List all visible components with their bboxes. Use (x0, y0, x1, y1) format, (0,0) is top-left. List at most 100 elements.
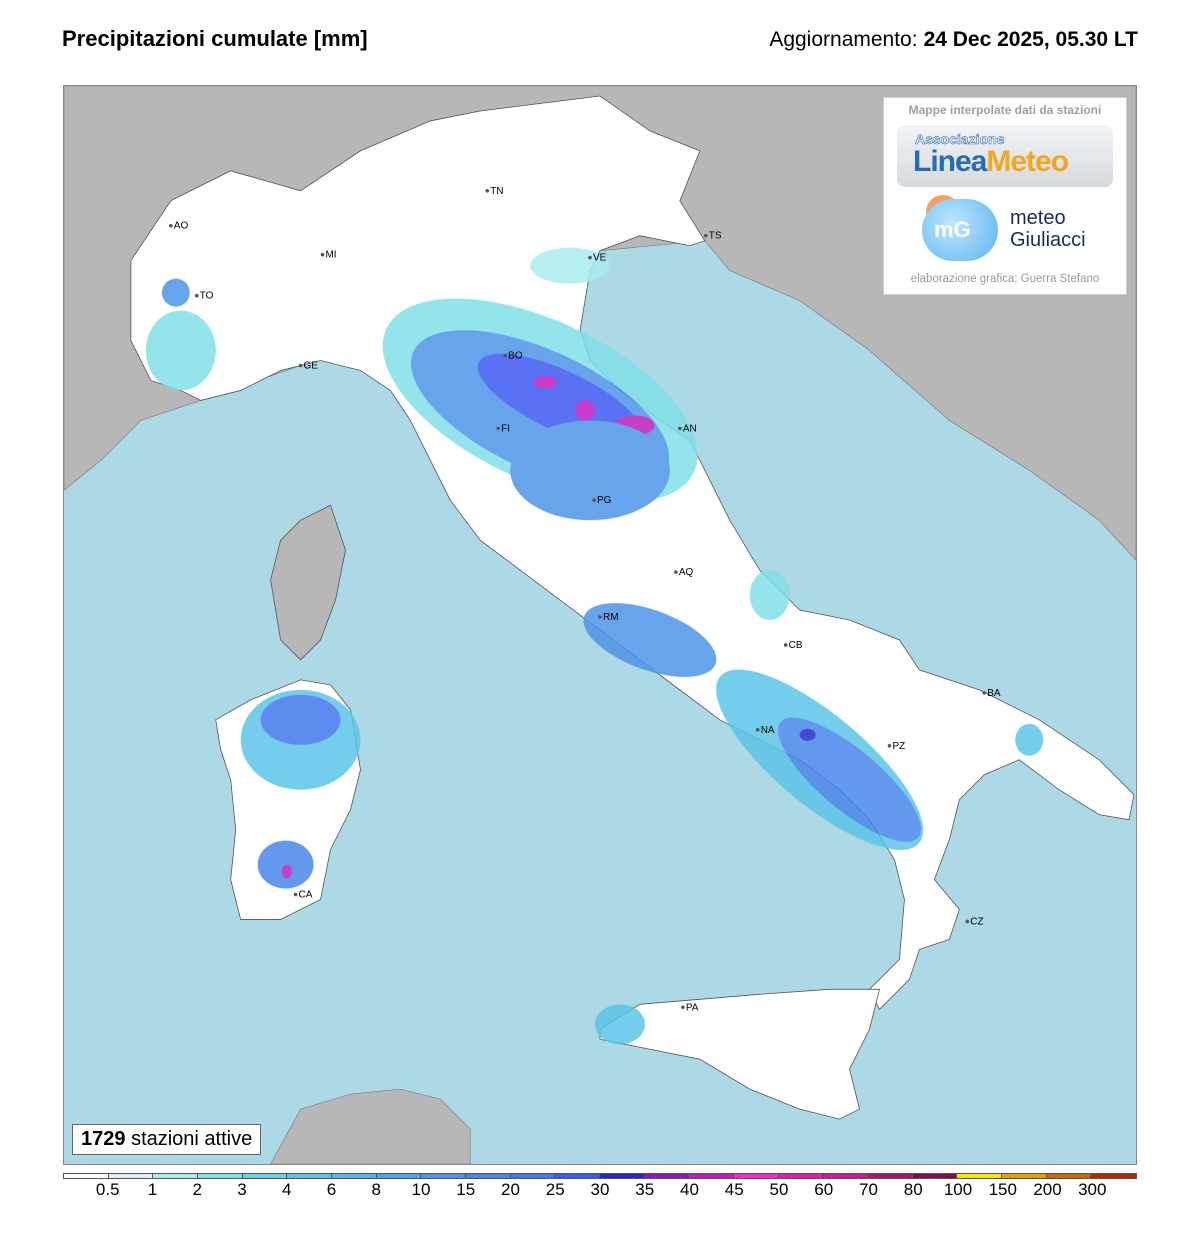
scale-label: 2 (192, 1180, 202, 1199)
update-value: 24 Dec 2025, 05.30 LT (923, 28, 1138, 51)
color-scale-labels: 0.5 1 2 3 4 6 8 10 15 20 25 30 35 40 45 50 60 70 80 100 150 2… (0, 1180, 1200, 1202)
color-segment (1046, 1174, 1092, 1178)
meteo-giuliacci-logo: mG meteo Giuliacci (884, 193, 1126, 273)
logo-heading: Mappe interpolate dati da stazioni (908, 103, 1102, 117)
city-label: TN (490, 186, 503, 197)
color-segment (644, 1174, 690, 1178)
scale-label: 50 (769, 1180, 789, 1199)
linea-meteo-top: Associazione (915, 131, 1005, 148)
city-marker (681, 1005, 685, 1010)
city-label: NA (761, 725, 775, 736)
city-marker (678, 426, 682, 431)
color-segment (510, 1174, 556, 1178)
scale-label: 80 (903, 1180, 923, 1199)
credit: elaborazione grafica: Guerra Stefano (910, 273, 1100, 285)
city-label: CA (299, 889, 313, 900)
color-segment (153, 1174, 199, 1178)
city-marker (169, 223, 173, 228)
color-segment (108, 1174, 154, 1178)
scale-label: 70 (859, 1180, 878, 1199)
color-segment (823, 1174, 869, 1178)
color-segment (1091, 1174, 1137, 1178)
scale-label: 8 (371, 1180, 381, 1199)
color-segment (734, 1174, 779, 1178)
scale-label: 35 (635, 1180, 655, 1199)
city-marker (194, 293, 199, 298)
corsica (270, 504, 346, 661)
update-time: Aggiornamento: 24 Dec 2025, 05.30 LT (769, 28, 1138, 52)
city-marker (965, 919, 970, 924)
mg-mark: mG (934, 217, 971, 242)
scale-label: 3 (237, 1180, 247, 1199)
city-label: TO (200, 291, 214, 302)
city-label: AO (174, 221, 189, 232)
scale-label: 150 (988, 1180, 1017, 1199)
city-label: PG (597, 495, 612, 506)
city-marker (293, 892, 298, 897)
city-marker (783, 643, 788, 647)
stations-count: 1729 (81, 1128, 126, 1150)
map-title: Precipitazioni cumulate [mm] (62, 26, 368, 51)
scale-label: 0.5 (95, 1180, 120, 1199)
color-segment (198, 1174, 243, 1178)
scale-label: 6 (326, 1180, 337, 1199)
city-label: AQ (679, 567, 694, 578)
city-label: PA (686, 1002, 699, 1013)
scale-label: 10 (411, 1180, 431, 1199)
scale-label: 25 (545, 1180, 565, 1199)
city-label: PZ (892, 741, 905, 752)
scale-label: 300 (1078, 1180, 1107, 1199)
foreign-land-africa (270, 1088, 471, 1164)
scale-label: 4 (282, 1180, 292, 1199)
city-marker (704, 233, 708, 238)
scale-label: 15 (456, 1180, 476, 1199)
scale-label: 20 (501, 1180, 520, 1199)
scale-label: 1 (147, 1180, 158, 1199)
city-label: TS (709, 231, 722, 242)
city-label: AN (683, 423, 697, 434)
city-marker (982, 691, 987, 695)
color-scale-bar (63, 1173, 1137, 1179)
color-segment (466, 1174, 511, 1178)
city-label: FI (501, 423, 510, 434)
city-marker (674, 570, 678, 574)
city-marker (496, 426, 500, 431)
city-marker (298, 363, 303, 368)
color-segment (332, 1174, 377, 1178)
scale-label: 100 (943, 1180, 973, 1199)
color-segment (64, 1174, 109, 1178)
city-label: VE (593, 253, 607, 264)
city-label: GE (304, 360, 319, 371)
linea-meteo-logo: Associazione LineaMeteo (897, 125, 1113, 187)
scale-label: 40 (680, 1180, 699, 1199)
scale-label: 45 (724, 1180, 744, 1199)
color-segment (555, 1174, 601, 1178)
color-segment (778, 1174, 824, 1178)
logo-box: Mappe interpolate dati da stazioni Assoc… (883, 97, 1127, 295)
stations-label: stazioni attive (131, 1128, 253, 1150)
city-label: RM (603, 612, 619, 623)
stations-count-box: 1729 stazioni attive (72, 1124, 262, 1155)
color-segment (957, 1174, 1003, 1178)
city-label: BO (508, 350, 523, 361)
sicily (599, 988, 880, 1120)
color-segment (421, 1174, 467, 1178)
color-segment (600, 1174, 645, 1178)
color-segment (868, 1174, 913, 1178)
city-marker (755, 728, 760, 732)
city-labels: AO TN TS MI VE TO GE BO AN FI PG AQ RM CB BA NA PZ CZ PA CA (169, 186, 1001, 1013)
city-label: CB (789, 640, 803, 651)
city-marker (588, 255, 592, 260)
color-segment (287, 1174, 333, 1178)
update-label: Aggiornamento: (769, 28, 918, 51)
color-segment (912, 1174, 958, 1178)
mg-line1: meteo (1010, 207, 1066, 229)
city-marker (887, 743, 892, 748)
precipitation-field (145, 247, 1044, 1045)
scale-label: 30 (590, 1180, 610, 1199)
linea-meteo-name: LineaMeteo (913, 145, 1069, 178)
precipitation-map[interactable]: AO TN TS MI VE TO GE BO AN FI PG AQ RM CB BA NA PZ CZ PA CA (63, 85, 1137, 1165)
color-segment (689, 1174, 735, 1178)
city-marker (485, 189, 490, 193)
mg-line2: Giuliacci (1010, 229, 1086, 251)
